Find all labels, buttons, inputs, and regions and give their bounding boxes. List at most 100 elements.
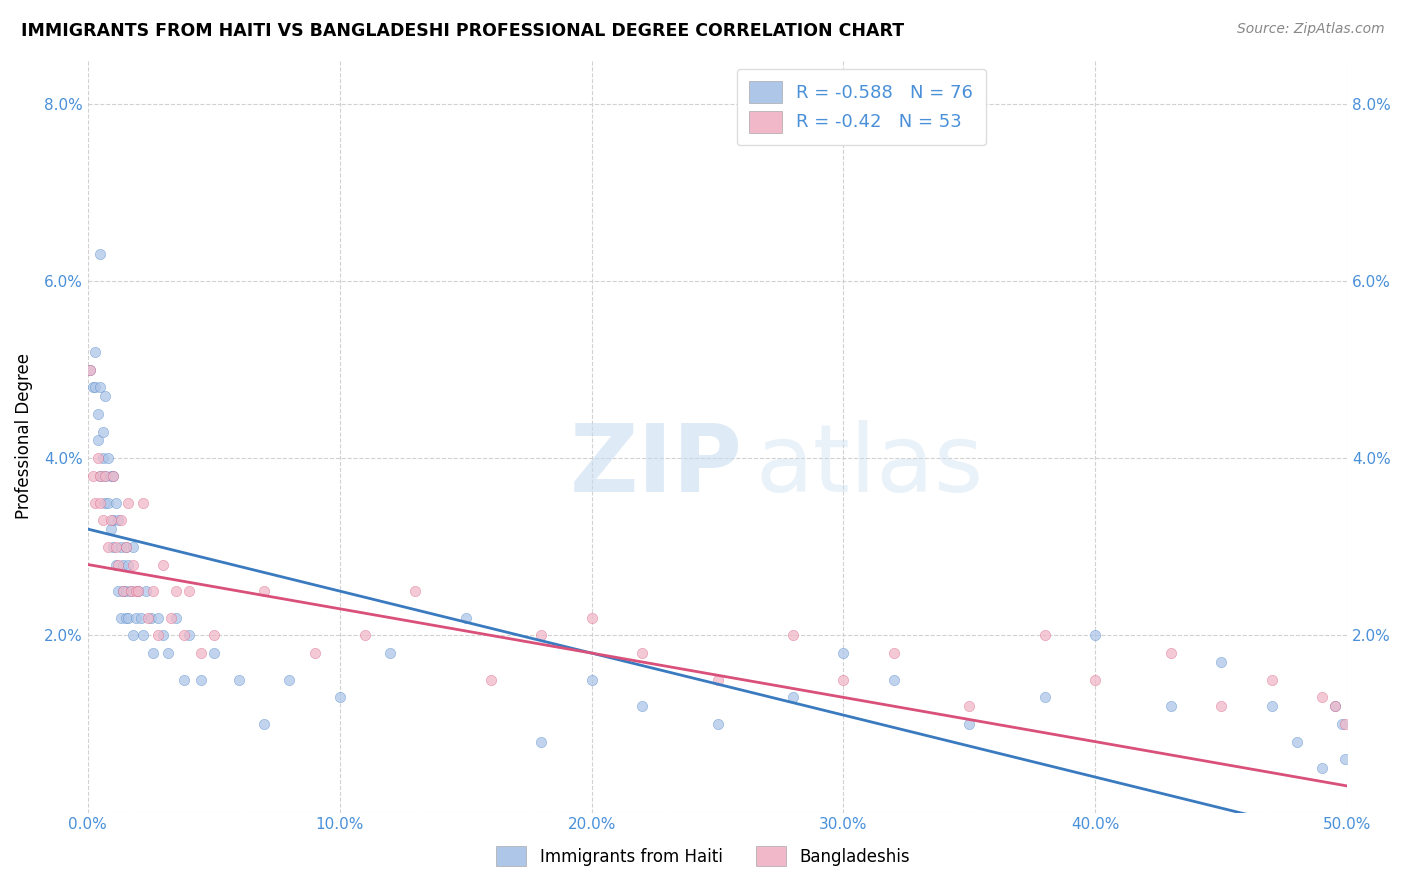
Point xyxy=(125,584,148,599)
Point xyxy=(1310,761,1333,775)
Point xyxy=(160,610,183,624)
Point xyxy=(1260,673,1282,687)
Point xyxy=(782,690,804,705)
Point xyxy=(82,380,104,394)
Point xyxy=(202,646,225,660)
Point xyxy=(190,673,212,687)
Point xyxy=(1211,655,1233,669)
Point xyxy=(122,558,145,572)
Point xyxy=(84,345,107,359)
Point xyxy=(706,717,728,731)
Point xyxy=(329,690,352,705)
Point xyxy=(110,610,132,624)
Point xyxy=(89,495,111,509)
Point xyxy=(165,584,187,599)
Point xyxy=(94,469,117,483)
Point xyxy=(132,495,155,509)
Point xyxy=(94,495,117,509)
Point xyxy=(883,673,905,687)
Point xyxy=(89,380,111,394)
Point xyxy=(117,558,139,572)
Point xyxy=(132,628,155,642)
Point xyxy=(530,734,553,748)
Point xyxy=(1323,699,1346,714)
Point xyxy=(148,628,170,642)
Point xyxy=(631,646,654,660)
Point xyxy=(1323,699,1346,714)
Point xyxy=(177,628,200,642)
Point xyxy=(1333,752,1355,766)
Point xyxy=(135,584,157,599)
Point xyxy=(101,540,124,554)
Point xyxy=(1160,646,1182,660)
Point xyxy=(97,540,120,554)
Point xyxy=(1331,717,1354,731)
Point xyxy=(87,451,110,466)
Point xyxy=(125,610,148,624)
Point xyxy=(136,610,159,624)
Point xyxy=(100,522,122,536)
Point xyxy=(190,646,212,660)
Legend: Immigrants from Haiti, Bangladeshis: Immigrants from Haiti, Bangladeshis xyxy=(488,838,918,875)
Point xyxy=(228,673,250,687)
Point xyxy=(94,469,117,483)
Point xyxy=(142,646,165,660)
Point xyxy=(100,469,122,483)
Point xyxy=(84,495,107,509)
Text: IMMIGRANTS FROM HAITI VS BANGLADESHI PROFESSIONAL DEGREE CORRELATION CHART: IMMIGRANTS FROM HAITI VS BANGLADESHI PRO… xyxy=(21,22,904,40)
Point xyxy=(110,513,132,527)
Point xyxy=(107,584,129,599)
Point xyxy=(89,469,111,483)
Point xyxy=(127,584,149,599)
Point xyxy=(112,558,135,572)
Point xyxy=(84,380,107,394)
Point xyxy=(1160,699,1182,714)
Point xyxy=(832,646,855,660)
Point xyxy=(173,673,195,687)
Point xyxy=(89,469,111,483)
Point xyxy=(94,389,117,403)
Point xyxy=(1333,717,1355,731)
Point xyxy=(1084,628,1107,642)
Point xyxy=(101,469,124,483)
Point xyxy=(117,495,139,509)
Point xyxy=(114,610,136,624)
Point xyxy=(112,584,135,599)
Point xyxy=(1033,628,1056,642)
Point xyxy=(1285,734,1308,748)
Point xyxy=(107,558,129,572)
Point xyxy=(89,247,111,261)
Point xyxy=(87,434,110,448)
Point xyxy=(91,425,114,439)
Legend: R = -0.588   N = 76, R = -0.42   N = 53: R = -0.588 N = 76, R = -0.42 N = 53 xyxy=(737,69,986,145)
Point xyxy=(139,610,162,624)
Point xyxy=(79,362,101,376)
Text: Source: ZipAtlas.com: Source: ZipAtlas.com xyxy=(1237,22,1385,37)
Point xyxy=(101,513,124,527)
Point xyxy=(122,628,145,642)
Point xyxy=(148,610,170,624)
Point xyxy=(173,628,195,642)
Point xyxy=(82,469,104,483)
Point xyxy=(152,628,174,642)
Point xyxy=(1310,690,1333,705)
Point xyxy=(165,610,187,624)
Point xyxy=(177,584,200,599)
Point xyxy=(152,558,174,572)
Point xyxy=(883,646,905,660)
Point xyxy=(120,584,142,599)
Point xyxy=(1084,673,1107,687)
Point xyxy=(97,451,120,466)
Point xyxy=(101,469,124,483)
Point xyxy=(117,610,139,624)
Point xyxy=(832,673,855,687)
Point xyxy=(354,628,377,642)
Point xyxy=(112,584,135,599)
Point xyxy=(530,628,553,642)
Point xyxy=(127,584,149,599)
Point xyxy=(104,540,127,554)
Point xyxy=(114,540,136,554)
Point xyxy=(87,407,110,421)
Y-axis label: Professional Degree: Professional Degree xyxy=(15,353,32,519)
Point xyxy=(278,673,301,687)
